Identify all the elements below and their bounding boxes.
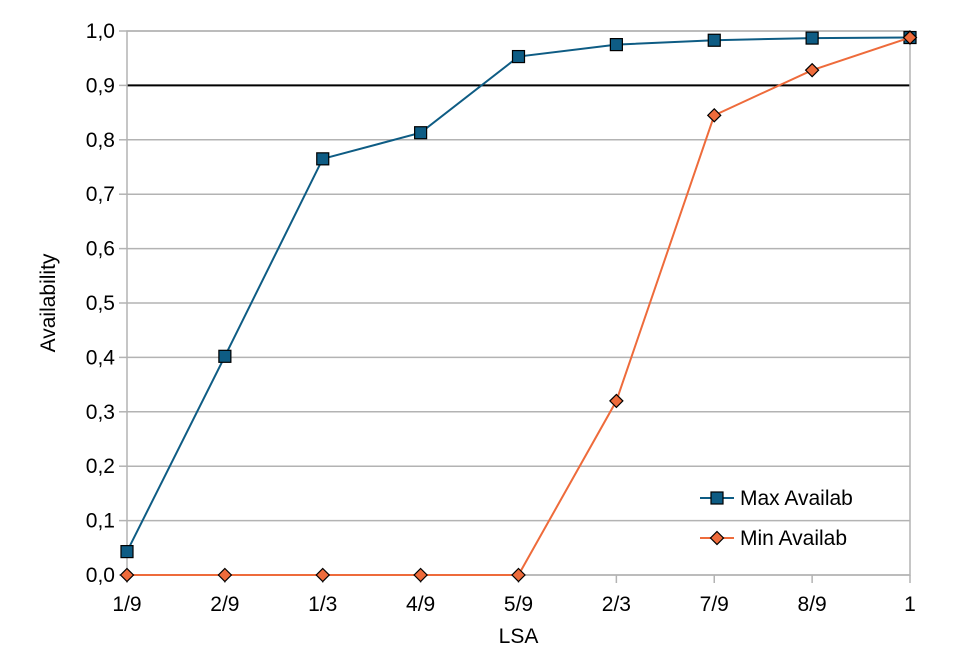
legend-label: Max Availab	[740, 487, 853, 510]
data-point-diamond	[804, 62, 820, 78]
legend: Max Availab Min Availab	[700, 487, 853, 550]
data-point-diamond	[706, 107, 722, 123]
y-tick-label: 0,9	[86, 74, 115, 97]
series-layer	[119, 30, 918, 583]
series-max-availab	[120, 30, 917, 559]
series-line	[126, 36, 911, 553]
data-point-square	[414, 126, 428, 140]
data-point-diamond	[119, 567, 135, 583]
x-tick-label: 7/9	[700, 593, 729, 616]
y-tick-label: 0,0	[86, 564, 115, 587]
data-point-square	[805, 31, 819, 45]
y-tick-label: 0,4	[86, 346, 116, 369]
x-tick-label: 2/9	[210, 593, 239, 616]
y-tick-label: 1,0	[86, 20, 115, 43]
data-point-diamond	[609, 393, 624, 409]
x-tick-label: 1	[904, 593, 916, 616]
x-tick-label: 2/3	[602, 593, 631, 616]
x-axis-title: LSA	[499, 625, 539, 648]
data-point-square	[707, 33, 721, 47]
data-point-diamond	[511, 567, 526, 583]
y-tick-label: 0,5	[86, 292, 115, 315]
y-axis-title: Availability	[37, 253, 60, 352]
y-tick-label: 0,3	[86, 401, 115, 424]
data-point-diamond	[217, 567, 233, 583]
data-point-square	[609, 37, 623, 52]
x-tick-label: 1/3	[308, 593, 337, 616]
legend-item: Max Availab	[700, 487, 853, 510]
y-tick-label: 0,7	[86, 183, 115, 206]
data-point-square	[120, 545, 134, 559]
y-tick-label: 0,1	[86, 510, 115, 533]
x-tick-label: 4/9	[406, 593, 435, 616]
data-point-diamond	[315, 567, 331, 583]
y-tick-label: 0,6	[86, 238, 115, 261]
tick-labels: 0,0 0,1 0,2 0,3 0,4 0,5 0,6 0,7 0,8 0,9 1,0 1/9 2/9 1…	[86, 20, 916, 616]
legend-item: Min Availab	[700, 527, 847, 550]
x-tick-label: 5/9	[504, 593, 533, 616]
data-point-diamond	[902, 30, 918, 45]
data-point-diamond	[709, 530, 725, 546]
y-tick-label: 0,2	[86, 455, 115, 478]
x-tick-label: 8/9	[798, 593, 827, 616]
data-point-square	[316, 152, 330, 166]
x-tick-label: 1/9	[112, 593, 141, 616]
data-point-diamond	[413, 567, 428, 583]
legend-label: Min Availab	[740, 527, 847, 550]
data-point-square	[511, 49, 526, 64]
series-min-availab	[119, 30, 918, 583]
y-tick-label: 0,8	[86, 129, 115, 152]
data-point-square	[218, 349, 232, 363]
data-point-square	[710, 491, 724, 505]
